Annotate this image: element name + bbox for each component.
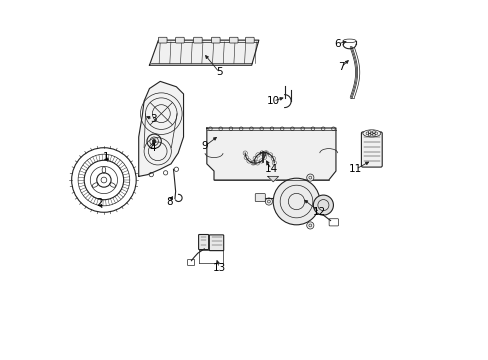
Text: 5: 5: [216, 67, 222, 77]
Text: 9: 9: [202, 141, 208, 151]
Text: 13: 13: [212, 263, 225, 273]
Polygon shape: [139, 81, 183, 176]
Text: 3: 3: [149, 114, 156, 124]
FancyBboxPatch shape: [175, 37, 184, 43]
Text: 1: 1: [103, 152, 109, 162]
Polygon shape: [267, 176, 278, 182]
Text: 8: 8: [165, 197, 172, 207]
Ellipse shape: [362, 130, 380, 137]
Text: 11: 11: [348, 164, 362, 174]
Circle shape: [265, 198, 272, 205]
Polygon shape: [149, 40, 258, 65]
Circle shape: [306, 174, 313, 181]
FancyBboxPatch shape: [361, 132, 382, 167]
Circle shape: [273, 178, 319, 225]
FancyBboxPatch shape: [229, 37, 238, 43]
Circle shape: [306, 222, 313, 229]
Text: 14: 14: [264, 164, 278, 174]
Circle shape: [313, 195, 333, 215]
Text: 10: 10: [266, 96, 279, 106]
Text: 7: 7: [337, 62, 344, 72]
Text: 2: 2: [96, 198, 102, 208]
FancyBboxPatch shape: [158, 37, 167, 43]
Text: 4: 4: [149, 143, 156, 153]
Polygon shape: [206, 128, 335, 180]
FancyBboxPatch shape: [245, 37, 254, 43]
FancyBboxPatch shape: [198, 234, 208, 249]
Text: 12: 12: [312, 207, 326, 217]
Text: 6: 6: [334, 39, 340, 49]
FancyBboxPatch shape: [209, 235, 223, 251]
FancyBboxPatch shape: [211, 37, 220, 43]
FancyBboxPatch shape: [193, 37, 202, 43]
FancyBboxPatch shape: [255, 194, 265, 202]
Circle shape: [152, 139, 156, 143]
